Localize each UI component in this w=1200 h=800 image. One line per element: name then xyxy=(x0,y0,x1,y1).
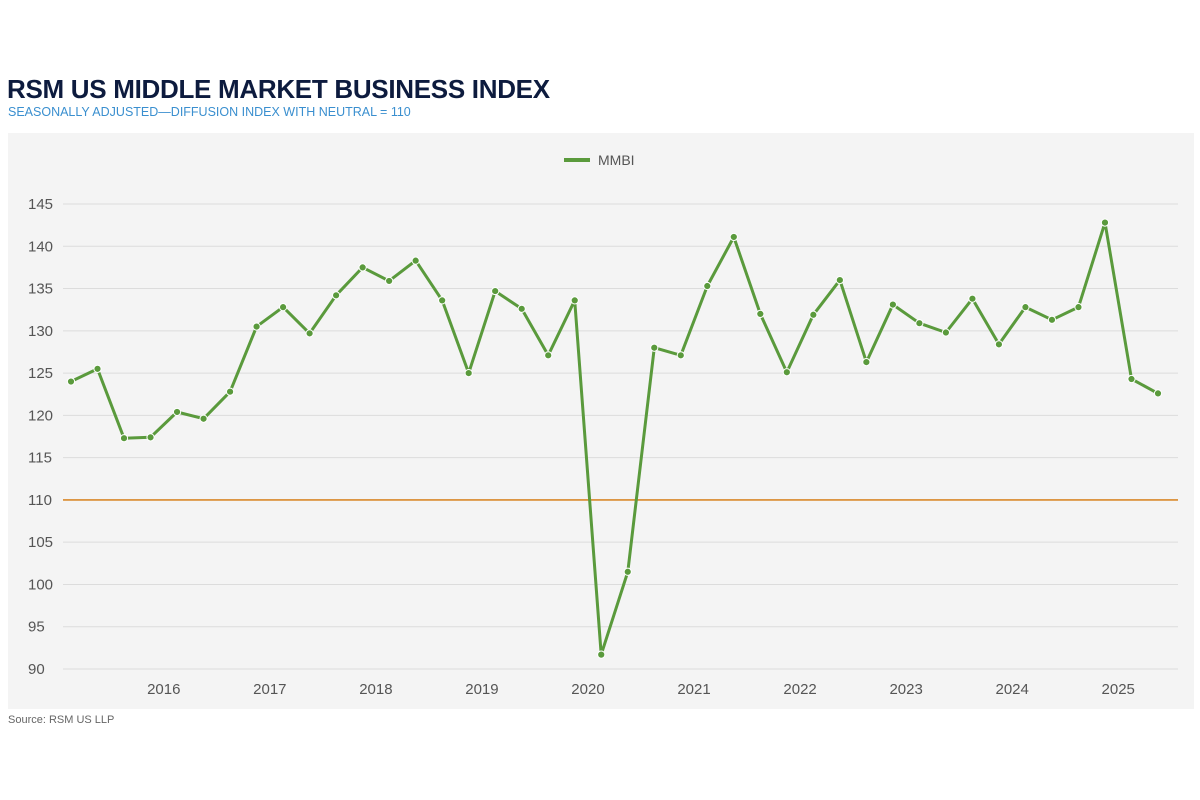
x-tick-label-2021: 2021 xyxy=(677,681,710,698)
x-tick-label-2017: 2017 xyxy=(253,681,286,698)
data-point xyxy=(703,281,712,291)
data-point xyxy=(835,275,844,285)
data-point xyxy=(199,414,208,423)
chart-subtitle: SEASONALLY ADJUSTED—DIFFUSION INDEX WITH… xyxy=(8,105,411,119)
gridlines xyxy=(63,203,1178,670)
data-point xyxy=(305,329,314,338)
y-tick-label-95: 95 xyxy=(28,619,45,636)
y-tick-label-105: 105 xyxy=(28,534,53,551)
data-point xyxy=(650,343,659,352)
y-axis: 90 95 100 105 110 115 120 125 130 135 140 145 xyxy=(28,196,53,678)
x-tick-label-2019: 2019 xyxy=(465,681,498,698)
chart-title: RSM US MIDDLE MARKET BUSINESS INDEX xyxy=(7,74,550,104)
y-tick-label-115: 115 xyxy=(28,450,52,467)
x-tick-label-2020: 2020 xyxy=(571,681,604,698)
data-point xyxy=(570,296,579,305)
data-point xyxy=(862,358,871,367)
data-point xyxy=(994,340,1004,349)
data-point xyxy=(623,567,632,576)
data-point xyxy=(93,364,102,373)
legend: MMBI xyxy=(564,152,635,168)
data-point xyxy=(385,276,394,286)
y-tick-label-120: 120 xyxy=(28,407,53,424)
y-tick-label-140: 140 xyxy=(28,238,53,255)
data-point xyxy=(968,294,977,303)
y-tick-label-145: 145 xyxy=(28,196,53,213)
data-point xyxy=(1047,315,1057,324)
data-point xyxy=(941,328,951,337)
x-tick-label-2025: 2025 xyxy=(1102,681,1135,698)
data-point xyxy=(1100,218,1110,227)
x-axis: 2016 2017 2018 2019 2020 2021 2022 2023 2024 2025 xyxy=(147,681,1135,698)
data-point xyxy=(809,310,818,319)
x-tick-label-2023: 2023 xyxy=(889,681,922,698)
data-point xyxy=(1074,303,1083,312)
data-point xyxy=(278,303,288,312)
x-tick-label-2016: 2016 xyxy=(147,681,180,698)
y-tick-label-90: 90 xyxy=(28,661,45,678)
x-tick-label-2024: 2024 xyxy=(995,681,1028,698)
y-tick-label-135: 135 xyxy=(28,281,53,298)
data-point xyxy=(756,309,765,319)
data-point xyxy=(438,296,447,305)
data-point xyxy=(358,263,367,272)
data-point xyxy=(544,351,553,360)
data-point xyxy=(676,351,685,360)
data-point xyxy=(411,256,420,265)
data-point xyxy=(729,232,738,242)
source-note: Source: RSM US LLP xyxy=(8,714,115,726)
data-point xyxy=(1127,374,1136,384)
data-point xyxy=(915,319,924,328)
plot-area: 90 95 100 105 110 115 120 125 130 135 140 145 2016 2… xyxy=(8,133,1194,709)
series-line-mmbi xyxy=(70,221,1159,657)
legend-label-mmbi: MMBI xyxy=(598,152,635,168)
y-tick-label-130: 130 xyxy=(28,323,53,340)
data-point xyxy=(119,434,129,443)
x-tick-label-2018: 2018 xyxy=(359,681,392,698)
y-tick-label-125: 125 xyxy=(28,365,53,382)
x-tick-label-2022: 2022 xyxy=(783,681,816,698)
data-point xyxy=(332,291,341,300)
data-point xyxy=(888,300,897,309)
data-point xyxy=(782,368,791,377)
y-tick-label-110: 110 xyxy=(28,492,52,509)
data-point xyxy=(1153,389,1163,398)
data-point xyxy=(597,650,606,659)
data-point xyxy=(146,433,155,442)
data-point xyxy=(252,322,261,331)
data-point xyxy=(1021,303,1030,312)
series-mmbi xyxy=(66,218,1163,659)
data-point xyxy=(464,368,473,378)
data-point xyxy=(66,377,76,386)
y-tick-label-100: 100 xyxy=(28,576,53,593)
data-point xyxy=(491,286,500,296)
data-point xyxy=(517,304,526,313)
data-point xyxy=(225,387,235,396)
data-point xyxy=(172,407,182,417)
